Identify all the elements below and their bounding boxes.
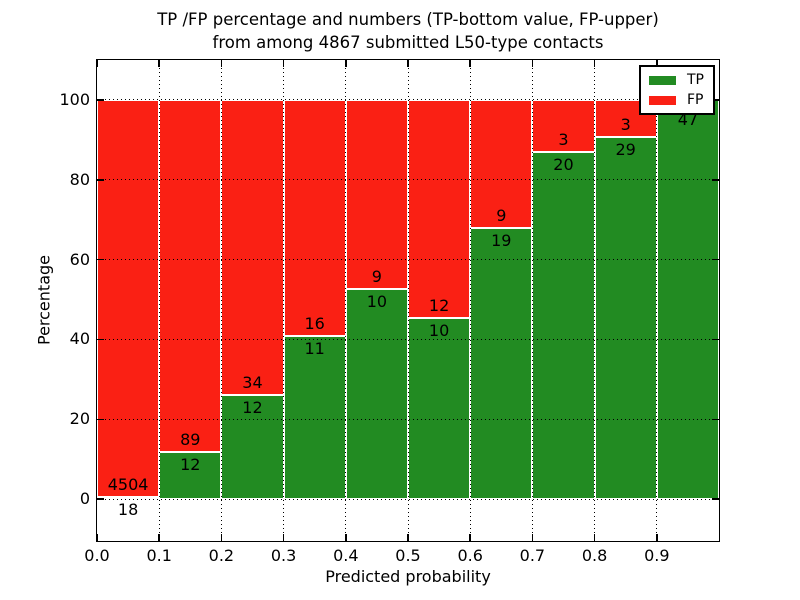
bar-segment-fp xyxy=(97,99,160,498)
legend-item-fp: FP xyxy=(649,93,704,107)
y-tick-label: 80 xyxy=(69,169,90,189)
y-tick-label: 100 xyxy=(59,89,90,109)
bar-segment-tp xyxy=(283,336,346,500)
x-tick-label: 0.0 xyxy=(84,546,110,565)
legend-item-tp: TP xyxy=(649,73,704,87)
bar-segment-tp xyxy=(159,451,222,500)
y-tick-label: 20 xyxy=(69,409,90,429)
bar-segment-tp xyxy=(345,288,408,500)
chart-title-line2: from among 4867 submitted L50-type conta… xyxy=(212,33,604,52)
chart-title-line1: TP /FP percentage and numbers (TP-bottom… xyxy=(157,10,659,29)
bar-segment-fp xyxy=(408,99,471,318)
bar-segment-tp xyxy=(97,497,160,500)
bar-segment-fp xyxy=(470,99,533,229)
legend-swatch-fp-icon xyxy=(649,95,676,105)
x-tick-label: 0.1 xyxy=(146,546,172,565)
bar-segment-tp xyxy=(408,317,471,500)
bar-segment-tp xyxy=(470,228,533,500)
x-tick-label: 0.9 xyxy=(644,546,670,565)
bar-segment-fp xyxy=(345,99,408,289)
legend-swatch-tp-icon xyxy=(649,75,676,85)
legend-label-tp: TP xyxy=(687,72,704,88)
x-tick-label: 0.4 xyxy=(333,546,359,565)
plot-area: 4504 18 89 12 34 12 16 11 9 10 12 10 9 19 3 20 3 29 47 TP … xyxy=(96,59,720,542)
x-tick-label: 0.8 xyxy=(581,546,608,565)
bar-segment-fp xyxy=(159,99,222,452)
bars-layer xyxy=(97,60,719,541)
x-tick-label: 0.5 xyxy=(395,546,421,565)
x-tick-label: 0.6 xyxy=(457,546,483,565)
x-tick-label: 0.7 xyxy=(519,546,546,565)
bar-segment-tp xyxy=(532,151,595,500)
legend: TP FP xyxy=(639,65,715,115)
bar-segment-tp xyxy=(656,99,719,500)
bar-segment-fp xyxy=(283,99,346,337)
x-tick-label: 0.3 xyxy=(270,546,297,565)
bar-segment-fp xyxy=(221,99,284,395)
bar-segment-tp xyxy=(221,394,284,500)
y-tick-label: 0 xyxy=(79,489,90,509)
x-axis-label: Predicted probability xyxy=(325,567,491,586)
x-tick-label: 0.2 xyxy=(208,546,235,565)
y-tick-label: 40 xyxy=(69,329,90,349)
bar-segment-tp xyxy=(594,137,657,500)
y-tick-label: 60 xyxy=(69,249,90,269)
bar-segment-fp xyxy=(532,99,595,152)
legend-label-fp: FP xyxy=(687,92,704,108)
